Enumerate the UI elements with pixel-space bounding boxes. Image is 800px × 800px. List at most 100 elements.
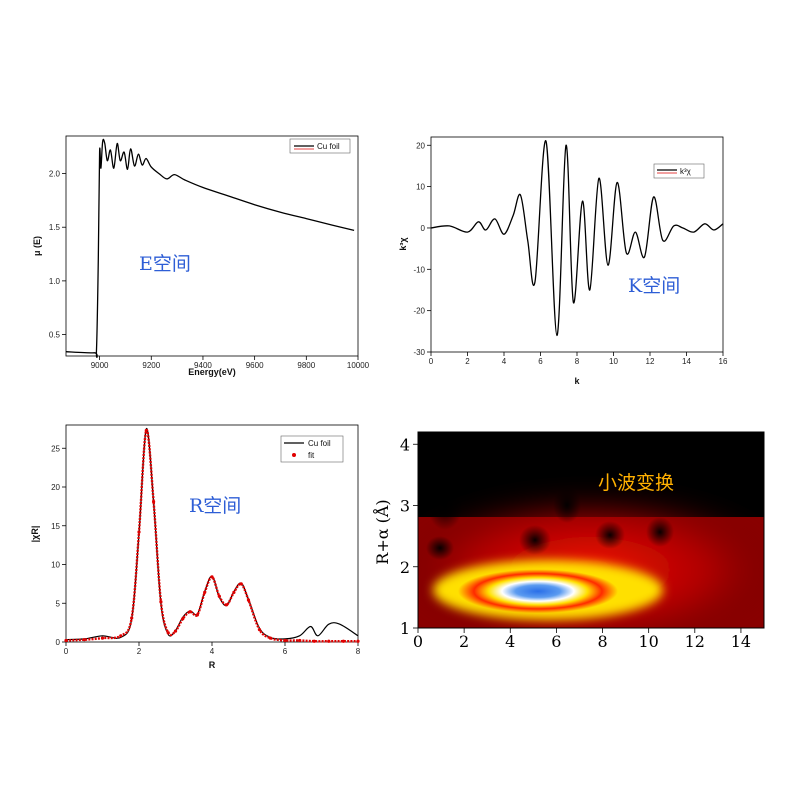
panel-annotation: 小波变换 (598, 472, 674, 494)
panel-annotation: R空间 (189, 495, 241, 517)
fit-point (159, 600, 163, 604)
y-tick-label: 1.5 (49, 223, 61, 232)
y-tick-label: 2.0 (49, 170, 61, 179)
legend-box (280, 435, 344, 463)
fit-point (119, 634, 123, 638)
x-tick-label: 2 (465, 357, 470, 366)
fit-point (152, 500, 156, 504)
fit-point (246, 598, 251, 602)
x-tick-label: 6 (283, 647, 288, 656)
x-axis-label: k (574, 376, 580, 386)
cu-foil-line (65, 138, 355, 358)
k-space-chart: 0 2 4 6 8 10 12 14 16 -30 -20 -10 0 10 20 k k³χ k³χ K空… (398, 136, 728, 386)
y-tick-label: 0 (56, 638, 61, 647)
plot-frame (65, 135, 359, 357)
x-tick-label: 16 (719, 357, 728, 366)
y-tick-label: -20 (413, 307, 425, 316)
x-tick-label: 12 (646, 357, 655, 366)
x-tick-label: 8 (575, 357, 580, 366)
fit-point (173, 629, 178, 633)
x-tick-label: 0 (429, 357, 434, 366)
x-tick-label: 2 (459, 632, 469, 651)
x-tick-label: 9800 (297, 361, 315, 370)
y-tick-label: 0.5 (49, 331, 61, 340)
x-tick-label: 4 (502, 357, 507, 366)
x-tick-label: 12 (685, 632, 705, 651)
panel-annotation: K空间 (628, 275, 680, 297)
y-tick-label: -30 (413, 348, 425, 357)
fit-point (166, 631, 170, 635)
x-tick-label: 6 (551, 632, 561, 651)
y-tick-label: -10 (413, 265, 425, 274)
x-axis-label: Energy(eV) (188, 367, 236, 377)
y-tick-label: 0 (421, 224, 426, 233)
x-tick-label: 10 (609, 357, 618, 366)
legend-swatch-fit (292, 453, 296, 457)
legend-label: Cu foil (317, 142, 340, 151)
fit-point (356, 639, 360, 643)
fit-point (312, 639, 316, 643)
heatmap-field (418, 432, 764, 628)
fit-point (130, 616, 134, 620)
fit-point (137, 530, 141, 534)
x-tick-label: 0 (64, 647, 69, 656)
x-tick-label: 4 (505, 632, 515, 651)
x-tick-label: 10 (638, 632, 658, 651)
fit-point (298, 638, 302, 643)
fit-point (341, 639, 345, 643)
fit-point (188, 610, 192, 614)
y-tick-label: 20 (416, 141, 425, 150)
x-tick-label: 2 (137, 647, 142, 656)
x-tick-label: 9200 (142, 361, 160, 370)
hotspot (457, 569, 618, 614)
y-axis-label: k³χ (398, 237, 408, 251)
fit-point (257, 628, 262, 632)
e-space-chart: 9000 9200 9400 9600 9800 10000 0.5 1.0 1.5 2.0 En… (32, 135, 370, 377)
fit-point (82, 638, 86, 642)
sample-label: PtO₂ (426, 442, 463, 461)
fit-point (283, 638, 287, 643)
fit-point (210, 575, 214, 579)
x-tick-label: 0 (413, 632, 423, 651)
legend-label-fit: fit (308, 451, 315, 460)
r-space-chart: 0 2 4 6 8 0 5 10 15 20 25 R |χR| Cu foil fit R空间 (30, 424, 361, 670)
legend-label: k³χ (680, 167, 692, 176)
fit-point (195, 613, 199, 617)
legend-box (653, 163, 705, 179)
y-tick-label: 5 (56, 599, 61, 608)
fit-line (65, 429, 358, 643)
panel-annotation: E空间 (139, 253, 191, 275)
fit-point (144, 428, 148, 433)
x-tick-label: 9400 (194, 361, 212, 370)
plot-frame (417, 431, 765, 629)
y-axis-label: R+α (Å) (372, 499, 392, 564)
y-tick-label: 2 (400, 558, 410, 577)
fit-point (327, 639, 331, 643)
x-tick-label: 14 (682, 357, 691, 366)
y-axis-label: |χR| (30, 526, 40, 543)
fit-point (225, 603, 229, 607)
y-tick-label: 3 (400, 497, 410, 516)
fit-point (64, 638, 68, 643)
fit-point (239, 582, 243, 586)
x-axis-label: R (209, 660, 216, 670)
y-axis-label: μ (E) (32, 236, 42, 256)
fit-point (203, 590, 207, 595)
x-tick-label: 6 (538, 357, 543, 366)
fit-point (181, 617, 185, 621)
y-tick-label: 1.0 (49, 277, 61, 286)
y-tick-label: 4 (400, 435, 410, 454)
y-tick-label: 10 (416, 183, 425, 192)
y-tick-label: 15 (51, 522, 60, 531)
k3chi-line (430, 140, 724, 337)
x-tick-label: 9000 (91, 361, 109, 370)
fit-point (100, 636, 105, 640)
fit-point (268, 636, 272, 640)
x-tick-label: 8 (597, 632, 607, 651)
x-tick-label: 10000 (347, 361, 370, 370)
y-tick-label: 1 (400, 619, 410, 638)
fit-point (232, 590, 236, 595)
y-tick-label: 10 (51, 561, 60, 570)
